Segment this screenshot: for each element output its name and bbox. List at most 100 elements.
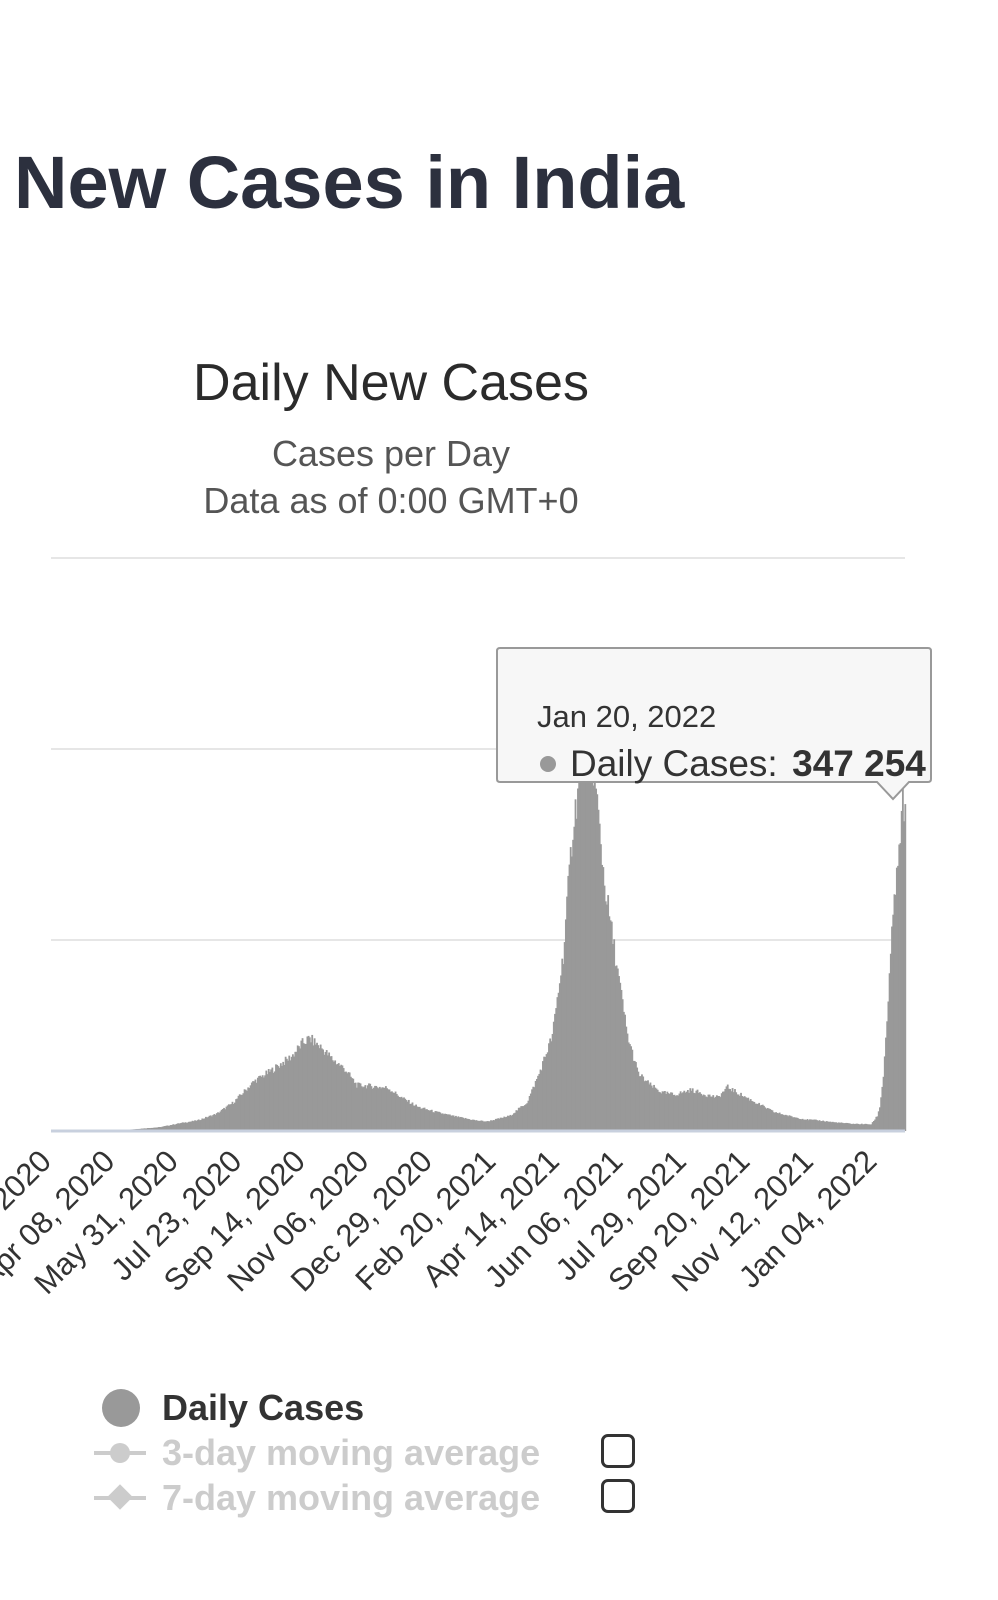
daily-cases-bar[interactable]: [312, 1045, 315, 1131]
daily-cases-bar[interactable]: [196, 1120, 199, 1131]
daily-cases-bar[interactable]: [413, 1105, 416, 1131]
daily-cases-bar[interactable]: [651, 1087, 654, 1131]
daily-cases-bar[interactable]: [764, 1107, 767, 1131]
daily-cases-bar[interactable]: [788, 1115, 791, 1131]
daily-cases-bar[interactable]: [711, 1096, 713, 1131]
daily-cases-bar[interactable]: [323, 1054, 326, 1131]
daily-cases-bar[interactable]: [556, 997, 559, 1131]
daily-cases-bar[interactable]: [602, 867, 605, 1131]
daily-cases-bar[interactable]: [742, 1096, 745, 1131]
daily-cases-bar[interactable]: [163, 1126, 166, 1131]
daily-cases-bar[interactable]: [626, 1033, 629, 1131]
daily-cases-bar[interactable]: [806, 1119, 809, 1131]
daily-cases-bar[interactable]: [421, 1108, 424, 1131]
daily-cases-bar[interactable]: [894, 894, 897, 1131]
daily-cases-bar[interactable]: [590, 734, 593, 1131]
daily-cases-bar[interactable]: [659, 1092, 661, 1131]
daily-cases-bar[interactable]: [723, 1091, 726, 1131]
daily-cases-bar[interactable]: [586, 731, 589, 1131]
daily-cases-bar[interactable]: [403, 1097, 405, 1131]
daily-cases-bar[interactable]: [767, 1108, 770, 1131]
daily-cases-bar[interactable]: [356, 1087, 358, 1131]
daily-cases-bar[interactable]: [883, 1056, 886, 1131]
daily-cases-bar[interactable]: [702, 1094, 705, 1131]
daily-cases-bar[interactable]: [606, 904, 608, 1131]
daily-cases-bar[interactable]: [657, 1091, 660, 1131]
daily-cases-bar[interactable]: [457, 1116, 460, 1131]
daily-cases-bar[interactable]: [281, 1065, 283, 1131]
daily-cases-bar[interactable]: [864, 1123, 867, 1131]
daily-cases-bar[interactable]: [412, 1105, 415, 1131]
daily-cases-bar[interactable]: [882, 1076, 885, 1131]
daily-cases-bar[interactable]: [645, 1081, 648, 1131]
daily-cases-bar[interactable]: [404, 1098, 407, 1131]
daily-cases-bar[interactable]: [706, 1097, 709, 1131]
daily-cases-bar[interactable]: [288, 1055, 291, 1131]
daily-cases-bar[interactable]: [227, 1104, 230, 1131]
daily-cases-bar[interactable]: [509, 1114, 512, 1131]
daily-cases-bar[interactable]: [557, 992, 560, 1131]
daily-cases-bar[interactable]: [608, 916, 611, 1131]
daily-cases-bar[interactable]: [463, 1118, 466, 1131]
daily-cases-bar[interactable]: [731, 1088, 734, 1131]
daily-cases-bar[interactable]: [394, 1091, 397, 1131]
daily-cases-bar[interactable]: [644, 1080, 647, 1131]
daily-cases-bar[interactable]: [504, 1117, 507, 1131]
daily-cases-bar[interactable]: [666, 1091, 669, 1131]
daily-cases-bar[interactable]: [822, 1120, 825, 1131]
daily-cases-bar[interactable]: [378, 1086, 381, 1131]
daily-cases-bar[interactable]: [744, 1097, 747, 1131]
daily-cases-bar[interactable]: [384, 1086, 387, 1131]
daily-cases-bar[interactable]: [409, 1103, 411, 1131]
daily-cases-bar[interactable]: [208, 1115, 211, 1131]
daily-cases-bar[interactable]: [374, 1085, 376, 1131]
daily-cases-bar[interactable]: [218, 1112, 221, 1131]
daily-cases-bar[interactable]: [578, 777, 581, 1131]
daily-cases-bar[interactable]: [572, 839, 575, 1131]
daily-cases-bar[interactable]: [337, 1063, 340, 1131]
daily-cases-bar[interactable]: [691, 1088, 694, 1131]
daily-cases-bar[interactable]: [736, 1094, 739, 1131]
daily-cases-bar[interactable]: [532, 1086, 535, 1131]
daily-cases-bar[interactable]: [697, 1092, 700, 1131]
daily-cases-bar[interactable]: [846, 1122, 849, 1131]
daily-cases-bar[interactable]: [726, 1084, 729, 1131]
daily-cases-bar[interactable]: [829, 1121, 832, 1131]
daily-cases-bar[interactable]: [688, 1092, 690, 1131]
daily-cases-bar[interactable]: [320, 1048, 323, 1131]
daily-cases-bar[interactable]: [302, 1043, 305, 1131]
daily-cases-bar[interactable]: [673, 1094, 676, 1131]
daily-cases-bar[interactable]: [494, 1118, 497, 1131]
daily-cases-bar[interactable]: [521, 1106, 524, 1131]
daily-cases-bar[interactable]: [589, 720, 591, 1131]
daily-cases-bar[interactable]: [506, 1115, 509, 1131]
daily-cases-bar[interactable]: [275, 1064, 277, 1131]
daily-cases-bar[interactable]: [523, 1105, 526, 1131]
daily-cases-bar[interactable]: [287, 1060, 289, 1131]
daily-cases-bar[interactable]: [607, 895, 610, 1131]
daily-cases-bar[interactable]: [291, 1054, 294, 1131]
daily-cases-bar[interactable]: [317, 1045, 320, 1131]
daily-cases-bar[interactable]: [579, 765, 582, 1131]
daily-cases-bar[interactable]: [435, 1111, 438, 1131]
daily-cases-bar[interactable]: [668, 1093, 671, 1131]
daily-cases-bar[interactable]: [354, 1082, 357, 1131]
daily-cases-bar[interactable]: [562, 964, 565, 1131]
daily-cases-bar[interactable]: [371, 1088, 374, 1131]
daily-cases-bar[interactable]: [424, 1109, 427, 1131]
daily-cases-bar[interactable]: [847, 1123, 850, 1131]
daily-cases-bar[interactable]: [240, 1094, 242, 1131]
daily-cases-bar[interactable]: [875, 1116, 878, 1131]
daily-cases-bar[interactable]: [363, 1086, 366, 1131]
daily-cases-bar[interactable]: [499, 1117, 502, 1131]
daily-cases-bar[interactable]: [700, 1093, 703, 1131]
daily-cases-bar[interactable]: [502, 1117, 504, 1131]
daily-cases-series[interactable]: [52, 716, 907, 1131]
daily-cases-bar[interactable]: [329, 1056, 332, 1131]
daily-cases-bar[interactable]: [848, 1123, 851, 1131]
daily-cases-bar[interactable]: [220, 1109, 223, 1131]
daily-cases-bar[interactable]: [708, 1094, 711, 1131]
daily-cases-bar[interactable]: [824, 1121, 827, 1131]
daily-cases-bar[interactable]: [225, 1106, 228, 1131]
daily-cases-bar[interactable]: [620, 989, 623, 1131]
